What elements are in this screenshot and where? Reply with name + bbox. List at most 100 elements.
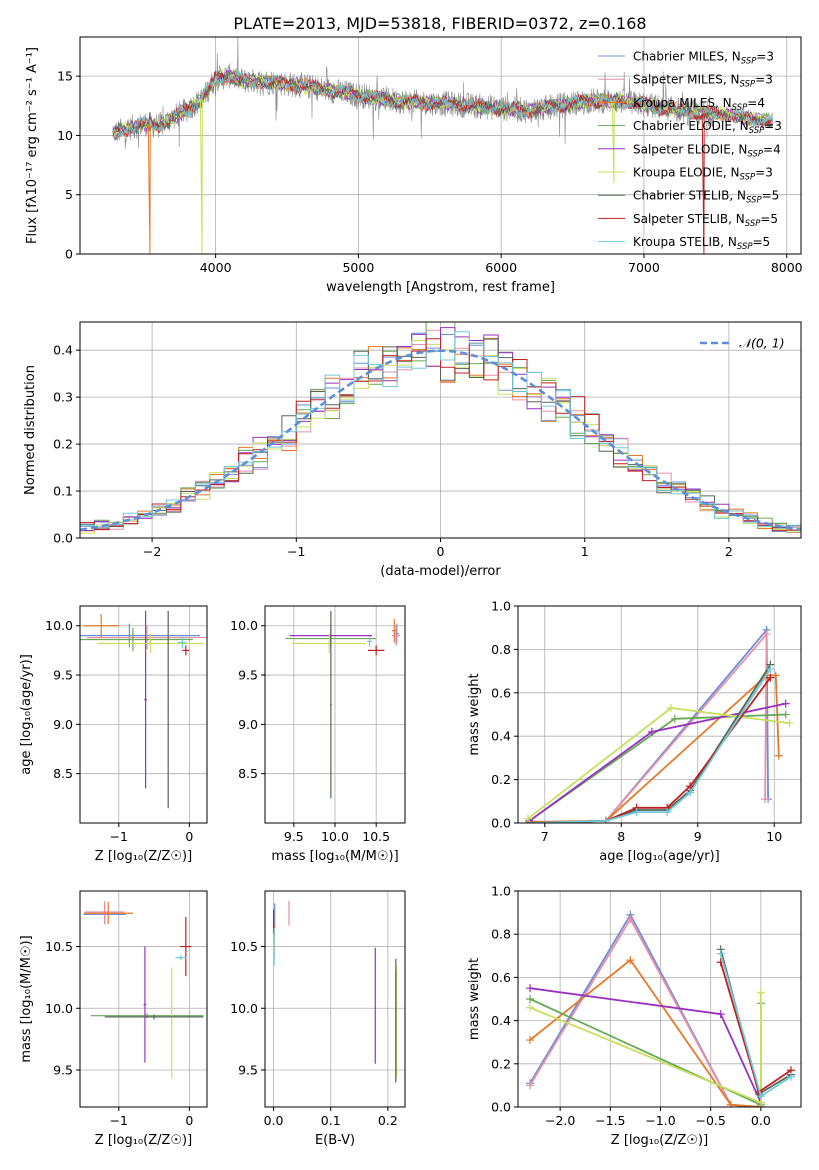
- weight-line: [719, 953, 792, 1098]
- weight-series-8: [525, 664, 775, 823]
- y-tick-label: 0.3: [53, 390, 73, 405]
- weight-series-8: [716, 949, 795, 1101]
- x-tick-label: 0.2: [378, 1113, 398, 1128]
- x-tick-label: 8: [617, 829, 625, 844]
- weight-marker: [726, 1100, 735, 1107]
- x-tick-label: −0.5: [696, 1113, 726, 1128]
- plot-area: [526, 910, 795, 1107]
- panel-age-vs-mass: 9.5 10.0 10.5 8.5 9.0 9.5 10.0 mass [log₁₀(M/M☉…: [230, 605, 406, 864]
- legend-entry-7: Salpeter STELIB, NSSP=5: [633, 212, 778, 229]
- weight-marker: [632, 808, 641, 817]
- errorbar-point-3: [80, 627, 193, 652]
- weight-marker: [781, 699, 790, 708]
- histogram-8: [80, 331, 801, 528]
- errorbar-point-2: [83, 613, 119, 638]
- spectrum-legend: Chabrier MILES, NSSP=3 Salpeter MILES, NS…: [598, 50, 782, 252]
- weight-line: [529, 664, 772, 823]
- x-tick-label: 10.5: [362, 829, 390, 844]
- axes-frame: [264, 890, 406, 1108]
- weight-series-6: [525, 660, 775, 823]
- weight-marker: [526, 1081, 535, 1090]
- plot-area: [80, 322, 801, 534]
- plot-area: [80, 610, 207, 809]
- weight-marker: [670, 714, 679, 723]
- weight-line: [529, 677, 772, 823]
- panel-spectrum: 4000 5000 6000 7000 8000 0 5 10 15 wavelength [An…: [25, 36, 803, 295]
- errorbar-point-2: [391, 618, 397, 643]
- errorbar-point-7: [180, 916, 192, 977]
- model-dip-3: [611, 101, 615, 183]
- errorbar-point-1: [87, 625, 207, 650]
- y-tick-label: 9.0: [53, 717, 73, 732]
- y-axis-label: Normed distribution: [23, 365, 38, 495]
- legend-entry-0: Chabrier MILES, NSSP=3: [633, 50, 774, 67]
- x-axis-label: Z [log₁₀(Z/Z☉)]: [95, 849, 192, 864]
- x-tick-label: −2.0: [545, 1113, 575, 1128]
- weight-marker: [647, 727, 656, 736]
- y-tick-label: 8.5: [238, 766, 258, 781]
- normal-curve: [80, 349, 801, 532]
- x-tick-label: 0: [437, 544, 445, 559]
- x-tick-label: −1.0: [645, 1113, 675, 1128]
- y-tick-label: 0.4: [53, 343, 73, 358]
- y-axis-label: Flux [fλ10⁻¹⁷ erg cm⁻² s⁻¹ A⁻¹]: [25, 47, 40, 244]
- model-dip-1: [199, 98, 203, 254]
- weight-marker: [686, 788, 695, 797]
- errorbar-point-1: [84, 900, 125, 924]
- panel-residuals: −2 −1 0 1 2 0.0 0.1 0.2 0.3 0.4 (data-model)/error…: [23, 321, 802, 579]
- errorbar-point-5: [97, 633, 204, 654]
- weight-series-4: [526, 984, 765, 1107]
- y-axis-label: mass [log₁₀(M/M☉)]: [19, 935, 34, 1062]
- y-tick-label: 0.0: [491, 816, 511, 831]
- y-axis-label: mass weight: [467, 673, 482, 755]
- y-tick-label: 0: [65, 247, 73, 262]
- legend-entry-4: Salpeter ELODIE, NSSP=4: [633, 142, 781, 159]
- weight-marker: [781, 710, 790, 719]
- normal-legend-label: 𝒩(0, 1): [739, 336, 785, 351]
- weight-line: [529, 674, 780, 823]
- y-tick-label: 0.0: [491, 1100, 511, 1115]
- legend-entry-6: Chabrier STELIB, NSSP=5: [633, 189, 779, 206]
- x-tick-label: 0.0: [264, 1113, 284, 1128]
- weight-marker: [526, 995, 535, 1003]
- x-axis-label: (data-model)/error: [380, 564, 501, 579]
- weight-series-3: [526, 995, 765, 1107]
- y-axis-label: mass weight: [467, 958, 482, 1040]
- errorbar-point-6: [104, 1014, 204, 1020]
- weight-line: [529, 668, 772, 823]
- errorbar-point-8: [367, 636, 373, 647]
- weight-line: [529, 992, 762, 1105]
- x-tick-label: 1: [581, 544, 589, 559]
- weight-line: [719, 962, 792, 1094]
- grid: [80, 606, 207, 823]
- legend-entry-5: Kroupa ELODIE, NSSP=3: [633, 166, 773, 183]
- model-dip-2: [701, 113, 705, 254]
- grid: [80, 891, 207, 1107]
- x-tick-label: 6000: [485, 260, 517, 275]
- x-tick-label: 0.0: [751, 1113, 771, 1128]
- axes-frame: [517, 605, 802, 824]
- x-tick-label: 0: [185, 1113, 193, 1128]
- weight-series-2: [525, 671, 783, 823]
- y-tick-label: 0.8: [491, 927, 511, 942]
- weight-marker: [526, 1036, 535, 1045]
- x-tick-label: 9.5: [284, 829, 304, 844]
- y-tick-label: 0.4: [491, 1013, 511, 1028]
- plot-area: [285, 610, 401, 799]
- x-tick-label: −1: [110, 1113, 128, 1128]
- y-tick-label: 9.5: [53, 1062, 73, 1077]
- errorbar-point-0: [394, 623, 400, 644]
- grid: [518, 890, 801, 1108]
- legend-entry-3: Chabrier ELODIE, NSSP=3: [633, 119, 782, 136]
- plot-area: [112, 37, 773, 254]
- y-tick-label: 0.8: [491, 642, 511, 657]
- x-tick-label: −2: [143, 544, 161, 559]
- x-axis-label: E(B-V): [315, 1133, 355, 1148]
- y-tick-label: 0.6: [491, 970, 511, 985]
- errorbar-point-8: [178, 636, 187, 649]
- y-tick-label: 9.5: [238, 668, 258, 683]
- x-tick-label: 4000: [200, 260, 232, 275]
- panel-mass-vs-Z: −1 0 9.5 10.0 10.5 Z [log₁₀(Z/Z☉)] mass [log₁₀…: [19, 890, 208, 1148]
- weight-series-5: [523, 703, 794, 823]
